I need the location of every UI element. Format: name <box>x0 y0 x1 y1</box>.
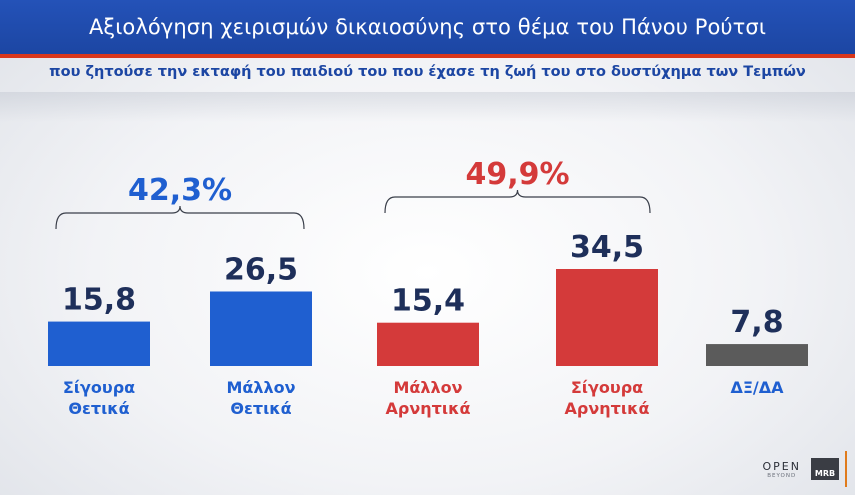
group-bracket-1 <box>384 189 651 214</box>
bar-3 <box>556 269 658 366</box>
branding: OPEN BEYOND MRB <box>763 451 847 487</box>
bar-4 <box>706 344 808 366</box>
logo-divider <box>845 451 847 487</box>
category-label-1-1: Θετικά <box>230 399 291 418</box>
subtitle-shadow <box>0 92 855 122</box>
category-label-2-1: Αρνητικά <box>386 399 471 418</box>
category-label-3-1: Αρνητικά <box>565 399 650 418</box>
open-logo-text: OPEN <box>762 459 801 473</box>
value-label-0: 15,8 <box>62 283 136 318</box>
value-label-1: 26,5 <box>224 252 298 287</box>
category-label-2-0: Μάλλον <box>393 378 462 397</box>
bar-0 <box>48 321 150 366</box>
group-bracket-0 <box>55 205 305 230</box>
open-logo-subtext: BEYOND <box>767 472 797 479</box>
chart-subtitle: που ζητούσε την εκταφή του παιδιού του π… <box>49 64 806 80</box>
group-total-0: 42,3% <box>128 173 232 208</box>
category-label-4-0: ΔΞ/ΔΑ <box>730 378 784 397</box>
bar-2 <box>377 322 479 366</box>
value-label-3: 34,5 <box>570 230 644 265</box>
category-label-3-0: Σίγουρα <box>571 378 643 397</box>
chart-title: Αξιολόγηση χειρισμών δικαιοσύνης στο θέμ… <box>88 15 767 39</box>
bar-1 <box>210 291 312 366</box>
category-label-0-1: Θετικά <box>68 399 129 418</box>
group-total-1: 49,9% <box>465 157 569 192</box>
value-label-2: 15,4 <box>391 284 465 319</box>
value-label-4: 7,8 <box>730 305 783 340</box>
mrb-logo: MRB <box>811 458 839 480</box>
title-bar: Αξιολόγηση χειρισμών δικαιοσύνης στο θέμ… <box>0 0 855 58</box>
category-label-1-0: Μάλλον <box>226 378 295 397</box>
open-logo: OPEN BEYOND <box>763 460 801 479</box>
category-label-0-0: Σίγουρα <box>63 378 135 397</box>
